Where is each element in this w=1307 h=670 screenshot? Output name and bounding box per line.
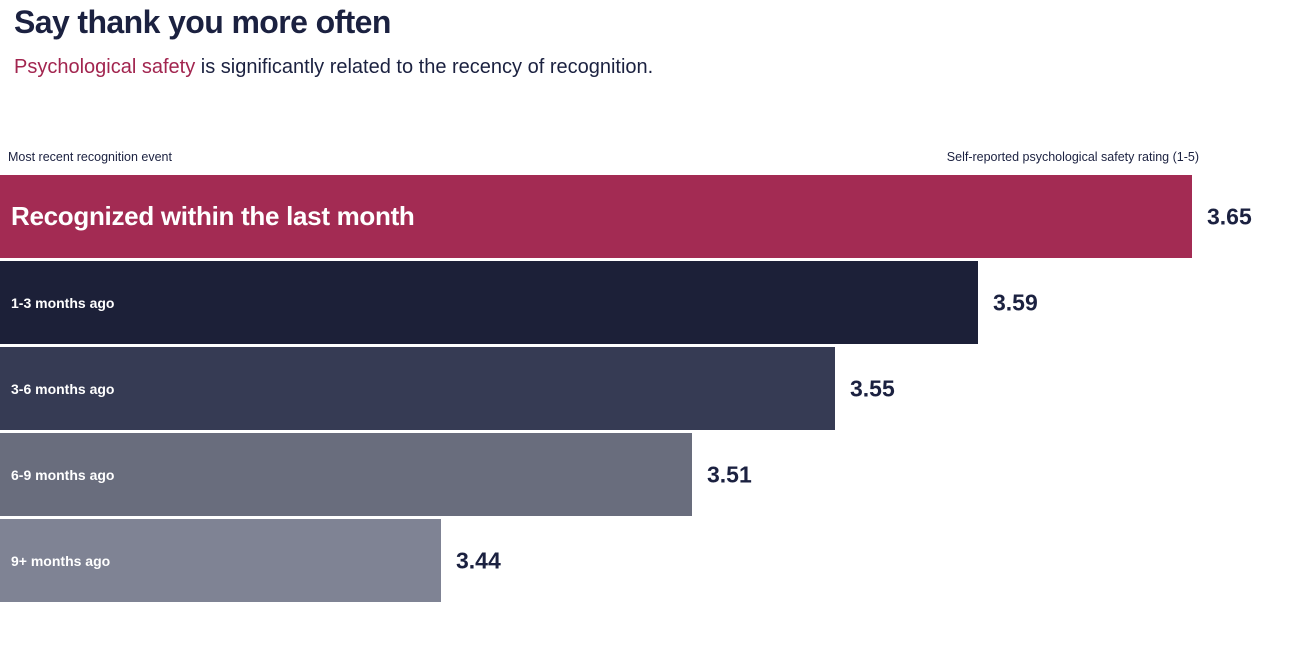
bar-label: 6-9 months ago <box>11 466 115 483</box>
axis-label-left: Most recent recognition event <box>8 150 172 164</box>
subtitle-highlight: Psychological safety <box>14 56 196 79</box>
axis-labels: Most recent recognition event Self-repor… <box>0 150 1199 164</box>
bar-value: 3.59 <box>993 289 1038 315</box>
bar-value: 3.44 <box>456 547 501 573</box>
bar-value: 3.51 <box>707 461 752 487</box>
bar-label: 3-6 months ago <box>11 380 115 397</box>
bar-value: 3.65 <box>1207 203 1252 229</box>
bar-row: 9+ months ago 3.44 <box>0 519 1307 602</box>
bar-row: 1-3 months ago 3.59 <box>0 261 1307 344</box>
bar-label: 1-3 months ago <box>11 294 115 311</box>
bar-1-3-months: 1-3 months ago <box>0 261 978 344</box>
bar-label: 9+ months ago <box>11 552 111 569</box>
bar-3-6-months: 3-6 months ago <box>0 347 835 430</box>
bar-label: Recognized within the last month <box>11 201 415 231</box>
bar-value: 3.55 <box>850 375 895 401</box>
bar-6-9-months: 6-9 months ago <box>0 433 692 516</box>
bar-9-plus-months: 9+ months ago <box>0 519 441 602</box>
bar-row: 6-9 months ago 3.51 <box>0 433 1307 516</box>
bar-recognized-last-month: Recognized within the last month <box>0 175 1192 258</box>
bar-row: Recognized within the last month 3.65 <box>0 175 1307 258</box>
bar-chart: Recognized within the last month 3.65 1-… <box>0 175 1307 605</box>
bar-row: 3-6 months ago 3.55 <box>0 347 1307 430</box>
axis-label-right: Self-reported psychological safety ratin… <box>946 150 1199 164</box>
chart-header: Say thank you more often Psychological s… <box>14 4 653 79</box>
chart-subtitle: Psychological safety is significantly re… <box>14 56 653 79</box>
subtitle-rest: is significantly related to the recency … <box>195 56 654 79</box>
page-title: Say thank you more often <box>14 4 391 40</box>
